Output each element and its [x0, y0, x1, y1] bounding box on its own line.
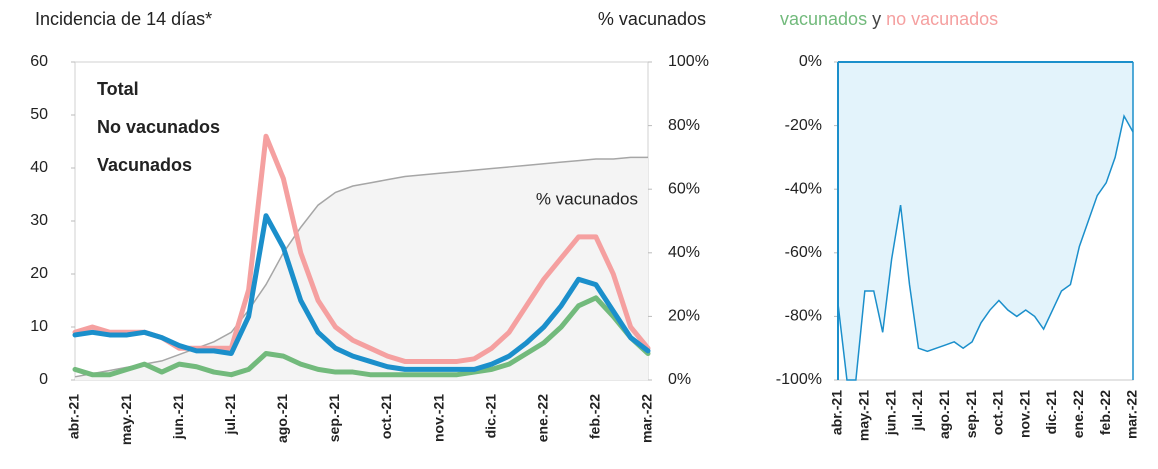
x-tick-label: mar.-22	[639, 394, 655, 443]
chart-title: Incidencia de 14 días*	[35, 9, 212, 29]
y-tick-label: -20%	[785, 117, 822, 134]
x-tick-label: jul.-21	[909, 390, 925, 432]
y-tick-label: 50	[30, 106, 48, 123]
y-tick-label: 60	[30, 53, 48, 70]
y-tick-label: -100%	[776, 371, 822, 388]
y-tick-label: -80%	[785, 308, 822, 325]
chart-title: vacunados y no vacunados	[780, 9, 998, 29]
y-tick-label: 10	[30, 318, 48, 335]
x-tick-label: ene.-22	[1070, 390, 1086, 438]
line	[837, 113, 1134, 381]
y-tick-label: 20	[30, 265, 48, 282]
legend-label: Vacunados	[97, 155, 192, 175]
x-tick-label: nov.-21	[1016, 390, 1032, 438]
line	[72, 295, 651, 378]
y-tick-label: 30	[30, 212, 48, 229]
y2-tick-label: 0%	[668, 371, 691, 388]
y2-tick-label: 100%	[668, 53, 709, 70]
x-tick-label: feb.-22	[587, 394, 603, 439]
x-tick-label: nov.-21	[430, 394, 446, 442]
x-tick-label: sep.-21	[326, 394, 342, 442]
title-part: y	[872, 9, 881, 29]
x-tick-label: ene.-22	[535, 394, 551, 442]
x-tick-label: dic.-21	[1043, 390, 1059, 435]
line	[72, 213, 651, 372]
x-tick-label: mar.-22	[1124, 390, 1140, 439]
y2-tick-label: 20%	[668, 308, 700, 325]
y2-axis-label: % vacunados	[598, 9, 706, 29]
legend-label: Total	[97, 79, 139, 99]
y-tick-label: 0%	[799, 53, 822, 70]
y2-tick-label: 40%	[668, 244, 700, 261]
x-tick-label: oct.-21	[990, 390, 1006, 435]
title-part: no vacunados	[886, 9, 998, 29]
y2-tick-label: 60%	[668, 180, 700, 197]
x-tick-label: jun.-21	[882, 390, 898, 436]
series-annotation: % vacunados	[536, 189, 638, 208]
y-tick-label: -60%	[785, 244, 822, 261]
title-part: vacunados	[780, 9, 867, 29]
x-tick-label: ago.-21	[936, 390, 952, 439]
x-tick-label: dic.-21	[482, 394, 498, 439]
x-tick-label: jun.-21	[170, 394, 186, 440]
legend-label: No vacunados	[97, 117, 220, 137]
x-tick-label: feb.-22	[1097, 390, 1113, 435]
x-tick-label: abr.-21	[829, 390, 845, 435]
x-tick-label: abr.-21	[66, 394, 82, 439]
line	[74, 156, 648, 378]
area-fill	[75, 157, 648, 380]
x-tick-label: may.-21	[856, 390, 872, 441]
x-tick-label: jul.-21	[222, 394, 238, 436]
x-tick-label: may.-21	[118, 394, 134, 445]
y-tick-label: 0	[39, 371, 48, 388]
x-tick-label: sep.-21	[963, 390, 979, 438]
y-tick-label: -40%	[785, 180, 822, 197]
y-tick-label: 40	[30, 159, 48, 176]
y2-tick-label: 80%	[668, 117, 700, 134]
x-tick-label: ago.-21	[274, 394, 290, 443]
x-tick-label: oct.-21	[378, 394, 394, 439]
